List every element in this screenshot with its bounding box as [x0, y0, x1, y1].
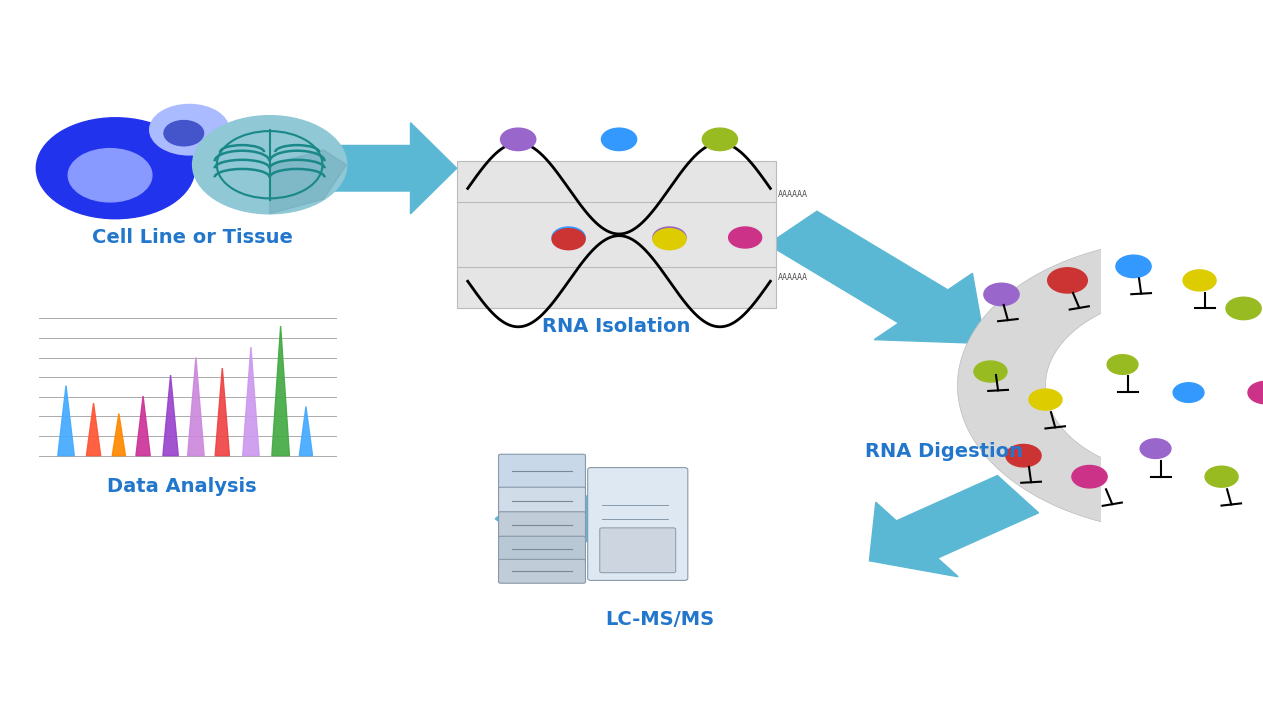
FancyBboxPatch shape [457, 161, 775, 308]
Circle shape [1248, 381, 1263, 404]
Circle shape [702, 128, 738, 151]
Circle shape [1205, 466, 1238, 487]
FancyBboxPatch shape [587, 468, 688, 580]
Polygon shape [215, 368, 230, 456]
Circle shape [974, 361, 1007, 382]
FancyBboxPatch shape [499, 536, 586, 561]
Text: Cell Line or Tissue: Cell Line or Tissue [92, 228, 293, 247]
Circle shape [984, 283, 1019, 306]
Circle shape [68, 149, 152, 202]
Circle shape [1072, 465, 1108, 488]
Polygon shape [957, 238, 1263, 533]
Text: Data Analysis: Data Analysis [107, 477, 256, 496]
Circle shape [192, 116, 346, 214]
Polygon shape [86, 403, 101, 456]
Circle shape [1116, 255, 1151, 278]
Polygon shape [136, 396, 150, 456]
Polygon shape [269, 150, 346, 214]
Circle shape [552, 229, 585, 250]
Circle shape [729, 227, 762, 248]
FancyBboxPatch shape [499, 512, 586, 538]
Polygon shape [272, 326, 289, 456]
Circle shape [164, 121, 203, 146]
Circle shape [1140, 439, 1171, 458]
Polygon shape [299, 407, 312, 456]
FancyBboxPatch shape [499, 454, 586, 489]
Text: AAAAAA: AAAAAA [778, 190, 808, 199]
Circle shape [1183, 270, 1216, 291]
Circle shape [500, 128, 536, 151]
Polygon shape [869, 475, 1038, 577]
Polygon shape [325, 123, 457, 214]
FancyBboxPatch shape [499, 487, 586, 515]
Circle shape [150, 104, 229, 155]
Polygon shape [242, 347, 259, 456]
FancyBboxPatch shape [499, 559, 586, 583]
Text: RNA Isolation: RNA Isolation [542, 317, 691, 336]
Polygon shape [768, 211, 985, 343]
Polygon shape [188, 358, 205, 456]
Circle shape [1108, 355, 1138, 374]
Circle shape [653, 227, 686, 248]
Circle shape [1048, 268, 1087, 293]
Circle shape [1226, 297, 1262, 320]
Text: AAAAAA: AAAAAA [778, 273, 808, 282]
Circle shape [552, 227, 585, 248]
FancyBboxPatch shape [600, 528, 676, 573]
Text: RNA Digestion: RNA Digestion [865, 442, 1023, 461]
Circle shape [653, 229, 686, 250]
Circle shape [1173, 383, 1204, 402]
Text: LC-MS/MS: LC-MS/MS [606, 610, 715, 629]
Polygon shape [112, 414, 125, 456]
Polygon shape [495, 473, 682, 564]
Circle shape [37, 118, 195, 219]
Polygon shape [58, 386, 75, 456]
Polygon shape [163, 375, 178, 456]
Circle shape [1005, 444, 1041, 467]
Circle shape [601, 128, 637, 151]
Circle shape [1029, 389, 1062, 410]
